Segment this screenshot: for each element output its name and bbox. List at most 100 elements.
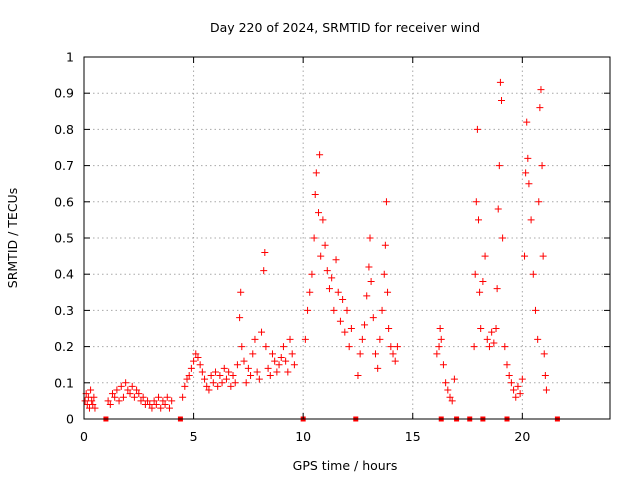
data-point [542, 386, 550, 394]
data-point [218, 379, 226, 387]
data-point [369, 314, 377, 322]
data-point [152, 401, 160, 409]
x-tick-label: 0 [80, 429, 88, 444]
x-tick-label: 10 [295, 429, 311, 444]
data-point [290, 361, 298, 369]
data-point [201, 375, 209, 383]
data-point [541, 372, 549, 380]
data-point [242, 379, 250, 387]
data-point [194, 353, 202, 361]
data-point [437, 335, 445, 343]
data-point [279, 343, 287, 351]
data-point [179, 393, 187, 401]
data-point [363, 292, 371, 300]
data-point [518, 375, 526, 383]
data-point [521, 252, 529, 260]
y-axis-label: SRMTID / TECUs [5, 188, 20, 288]
data-point [522, 169, 530, 177]
data-point [448, 397, 456, 405]
data-point [214, 382, 222, 390]
data-point [106, 401, 114, 409]
data-point [275, 361, 283, 369]
data-point [439, 361, 447, 369]
data-point [330, 306, 338, 314]
data-point [535, 198, 543, 206]
data-point [148, 404, 156, 412]
data-point [490, 339, 498, 347]
data-point [339, 296, 347, 304]
x-tick-label: 5 [190, 429, 198, 444]
data-point [446, 393, 454, 401]
x-tick-label: 15 [405, 429, 421, 444]
data-point [476, 288, 484, 296]
data-point [159, 397, 167, 405]
data-point [161, 401, 169, 409]
data-point [534, 335, 542, 343]
data-point [183, 375, 191, 383]
data-point [496, 78, 504, 86]
data-point [113, 386, 121, 394]
data-point [499, 234, 507, 242]
data-point [433, 350, 441, 358]
y-tick-label: 0.1 [54, 375, 74, 390]
data-point [538, 162, 546, 170]
y-tick-label: 0.4 [54, 267, 74, 282]
data-point [268, 350, 276, 358]
data-point [505, 372, 513, 380]
data-point [111, 393, 119, 401]
data-point [126, 390, 134, 398]
data-point [361, 321, 369, 329]
data-point [450, 375, 458, 383]
y-tick-label: 0.7 [54, 158, 74, 173]
data-point [376, 335, 384, 343]
data-point [332, 256, 340, 264]
data-point [261, 248, 269, 256]
y-tick-label: 0.2 [54, 339, 74, 354]
data-point [229, 372, 237, 380]
data-point [381, 241, 389, 249]
data-point [507, 379, 515, 387]
data-point [306, 288, 314, 296]
data-point [133, 386, 141, 394]
data-point [135, 390, 143, 398]
data-point [356, 350, 364, 358]
data-point [384, 288, 392, 296]
data-point [266, 372, 274, 380]
data-point [527, 216, 535, 224]
data-point [163, 393, 171, 401]
data-point [130, 393, 138, 401]
data-point [380, 270, 388, 278]
data-point [192, 350, 200, 358]
data-point [498, 96, 506, 104]
data-point [475, 216, 482, 224]
x-tick-label: 20 [514, 429, 530, 444]
data-point [310, 234, 318, 242]
data-point [247, 372, 255, 380]
data-point [539, 252, 547, 260]
data-point [238, 343, 246, 351]
data-point [260, 267, 268, 275]
data-point [341, 328, 349, 336]
y-tick-label: 0.6 [54, 194, 74, 209]
data-point [117, 382, 125, 390]
data-point [531, 306, 539, 314]
data-point [119, 393, 127, 401]
data-point [387, 343, 395, 351]
data-point [514, 382, 522, 390]
chart-title: Day 220 of 2024, SRMTID for receiver win… [210, 20, 480, 35]
data-point [253, 368, 261, 376]
data-point [525, 180, 533, 188]
axis-ticks [83, 56, 610, 420]
data-point [89, 401, 97, 409]
data-point [494, 205, 502, 213]
data-point [304, 306, 312, 314]
data-point [251, 335, 259, 343]
data-point [501, 343, 509, 351]
data-point [503, 361, 511, 369]
data-point [366, 234, 374, 242]
data-point [165, 404, 173, 412]
data-point [316, 151, 324, 159]
data-point [203, 382, 211, 390]
data-point [137, 397, 145, 405]
